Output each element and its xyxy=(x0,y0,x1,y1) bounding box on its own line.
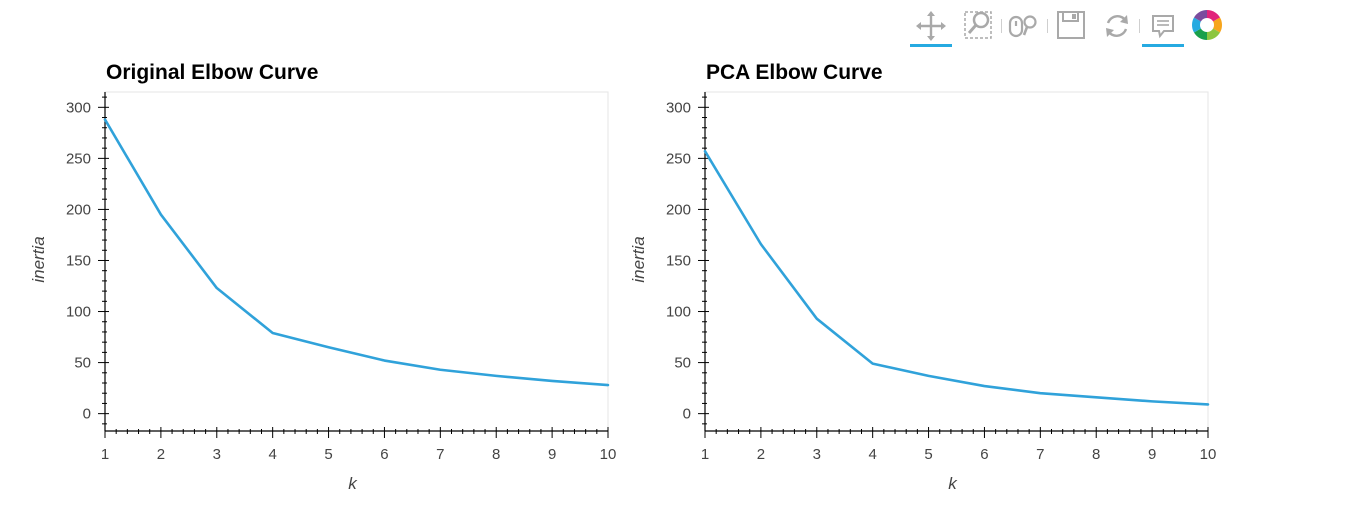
x-tick-label: 1 xyxy=(701,446,709,463)
y-axis-label: inertia xyxy=(29,236,48,282)
x-tick-label: 5 xyxy=(924,446,932,463)
x-tick-label: 7 xyxy=(436,446,444,463)
x-tick-label: 9 xyxy=(1148,446,1156,463)
hover-tooltip-icon xyxy=(1152,15,1174,39)
pca-elbow-plot[interactable]: PCA Elbow Curve 0 50 100 150 200 250 300 1 2 3 4 5 6 7… xyxy=(600,52,1220,502)
x-tick-label: 3 xyxy=(813,446,821,463)
x-tick-label: 6 xyxy=(380,446,388,463)
y-tick-label: 300 xyxy=(666,99,691,116)
x-tick-label: 3 xyxy=(213,446,221,463)
y-tick-label: 50 xyxy=(74,355,91,372)
x-tick-label: 8 xyxy=(492,446,500,463)
x-tick-label: 9 xyxy=(548,446,556,463)
y-tick-label: 0 xyxy=(683,406,691,423)
y-tick-label: 0 xyxy=(83,406,91,423)
x-tick-label: 8 xyxy=(1092,446,1100,463)
original-elbow-plot[interactable]: Original Elbow Curve 0 50 100 150 200 250 300 1 2… xyxy=(0,52,620,502)
toolbar-divider xyxy=(1047,19,1048,33)
x-tick-label: 5 xyxy=(324,446,332,463)
wheel-zoom-tool-button[interactable] xyxy=(1002,6,1048,46)
x-tick-label: 2 xyxy=(757,446,765,463)
chart-title: Original Elbow Curve xyxy=(106,61,318,84)
box-zoom-icon xyxy=(964,11,992,39)
wheel-zoom-icon xyxy=(1008,15,1037,38)
y-tick-label: 200 xyxy=(666,201,691,218)
x-tick-label: 2 xyxy=(157,446,165,463)
x-tick-label: 7 xyxy=(1036,446,1044,463)
toolbar-divider xyxy=(1001,19,1002,33)
y-tick-label: 250 xyxy=(66,150,91,167)
reset-tool-button[interactable] xyxy=(1094,6,1140,46)
y-tick-label: 50 xyxy=(674,355,691,372)
x-tick-label: 4 xyxy=(868,446,876,463)
y-tick-label: 100 xyxy=(66,304,91,321)
x-tick-label: 10 xyxy=(1200,446,1217,463)
save-icon xyxy=(1057,11,1085,39)
pan-icon xyxy=(916,11,946,41)
x-tick-label: 6 xyxy=(980,446,988,463)
box-zoom-tool-button[interactable] xyxy=(956,6,1002,46)
chart-title: PCA Elbow Curve xyxy=(706,61,883,84)
y-tick-label: 150 xyxy=(66,252,91,269)
y-tick-label: 150 xyxy=(666,252,691,269)
x-tick-label: 4 xyxy=(268,446,276,463)
x-tick-label: 1 xyxy=(101,446,109,463)
y-tick-label: 200 xyxy=(66,201,91,218)
x-axis-label: k xyxy=(348,474,358,493)
y-tick-label: 250 xyxy=(666,150,691,167)
y-axis-label: inertia xyxy=(629,236,648,282)
bokeh-logo-link[interactable] xyxy=(1186,6,1232,46)
plot-toolbar xyxy=(908,6,1228,48)
original-elbow-chart[interactable]: Original Elbow Curve 0 50 100 150 200 250 300 1 2… xyxy=(0,52,620,502)
reset-icon xyxy=(1106,15,1128,37)
x-tick-label: 10 xyxy=(600,446,617,463)
pan-tool-button[interactable] xyxy=(908,6,954,47)
bokeh-logo-icon xyxy=(1191,9,1223,41)
series-line-1[interactable] xyxy=(103,118,610,387)
pca-elbow-chart[interactable]: PCA Elbow Curve 0 50 100 150 200 250 300 1 2 3 4 5 6 7… xyxy=(600,52,1220,502)
y-tick-label: 100 xyxy=(666,304,691,321)
hover-tool-button[interactable] xyxy=(1140,6,1186,47)
toolbar-divider xyxy=(1139,19,1140,33)
y-tick-label: 300 xyxy=(66,99,91,116)
x-axis-label: k xyxy=(948,474,958,493)
save-tool-button[interactable] xyxy=(1048,6,1094,46)
series-line-1[interactable] xyxy=(703,149,1210,406)
